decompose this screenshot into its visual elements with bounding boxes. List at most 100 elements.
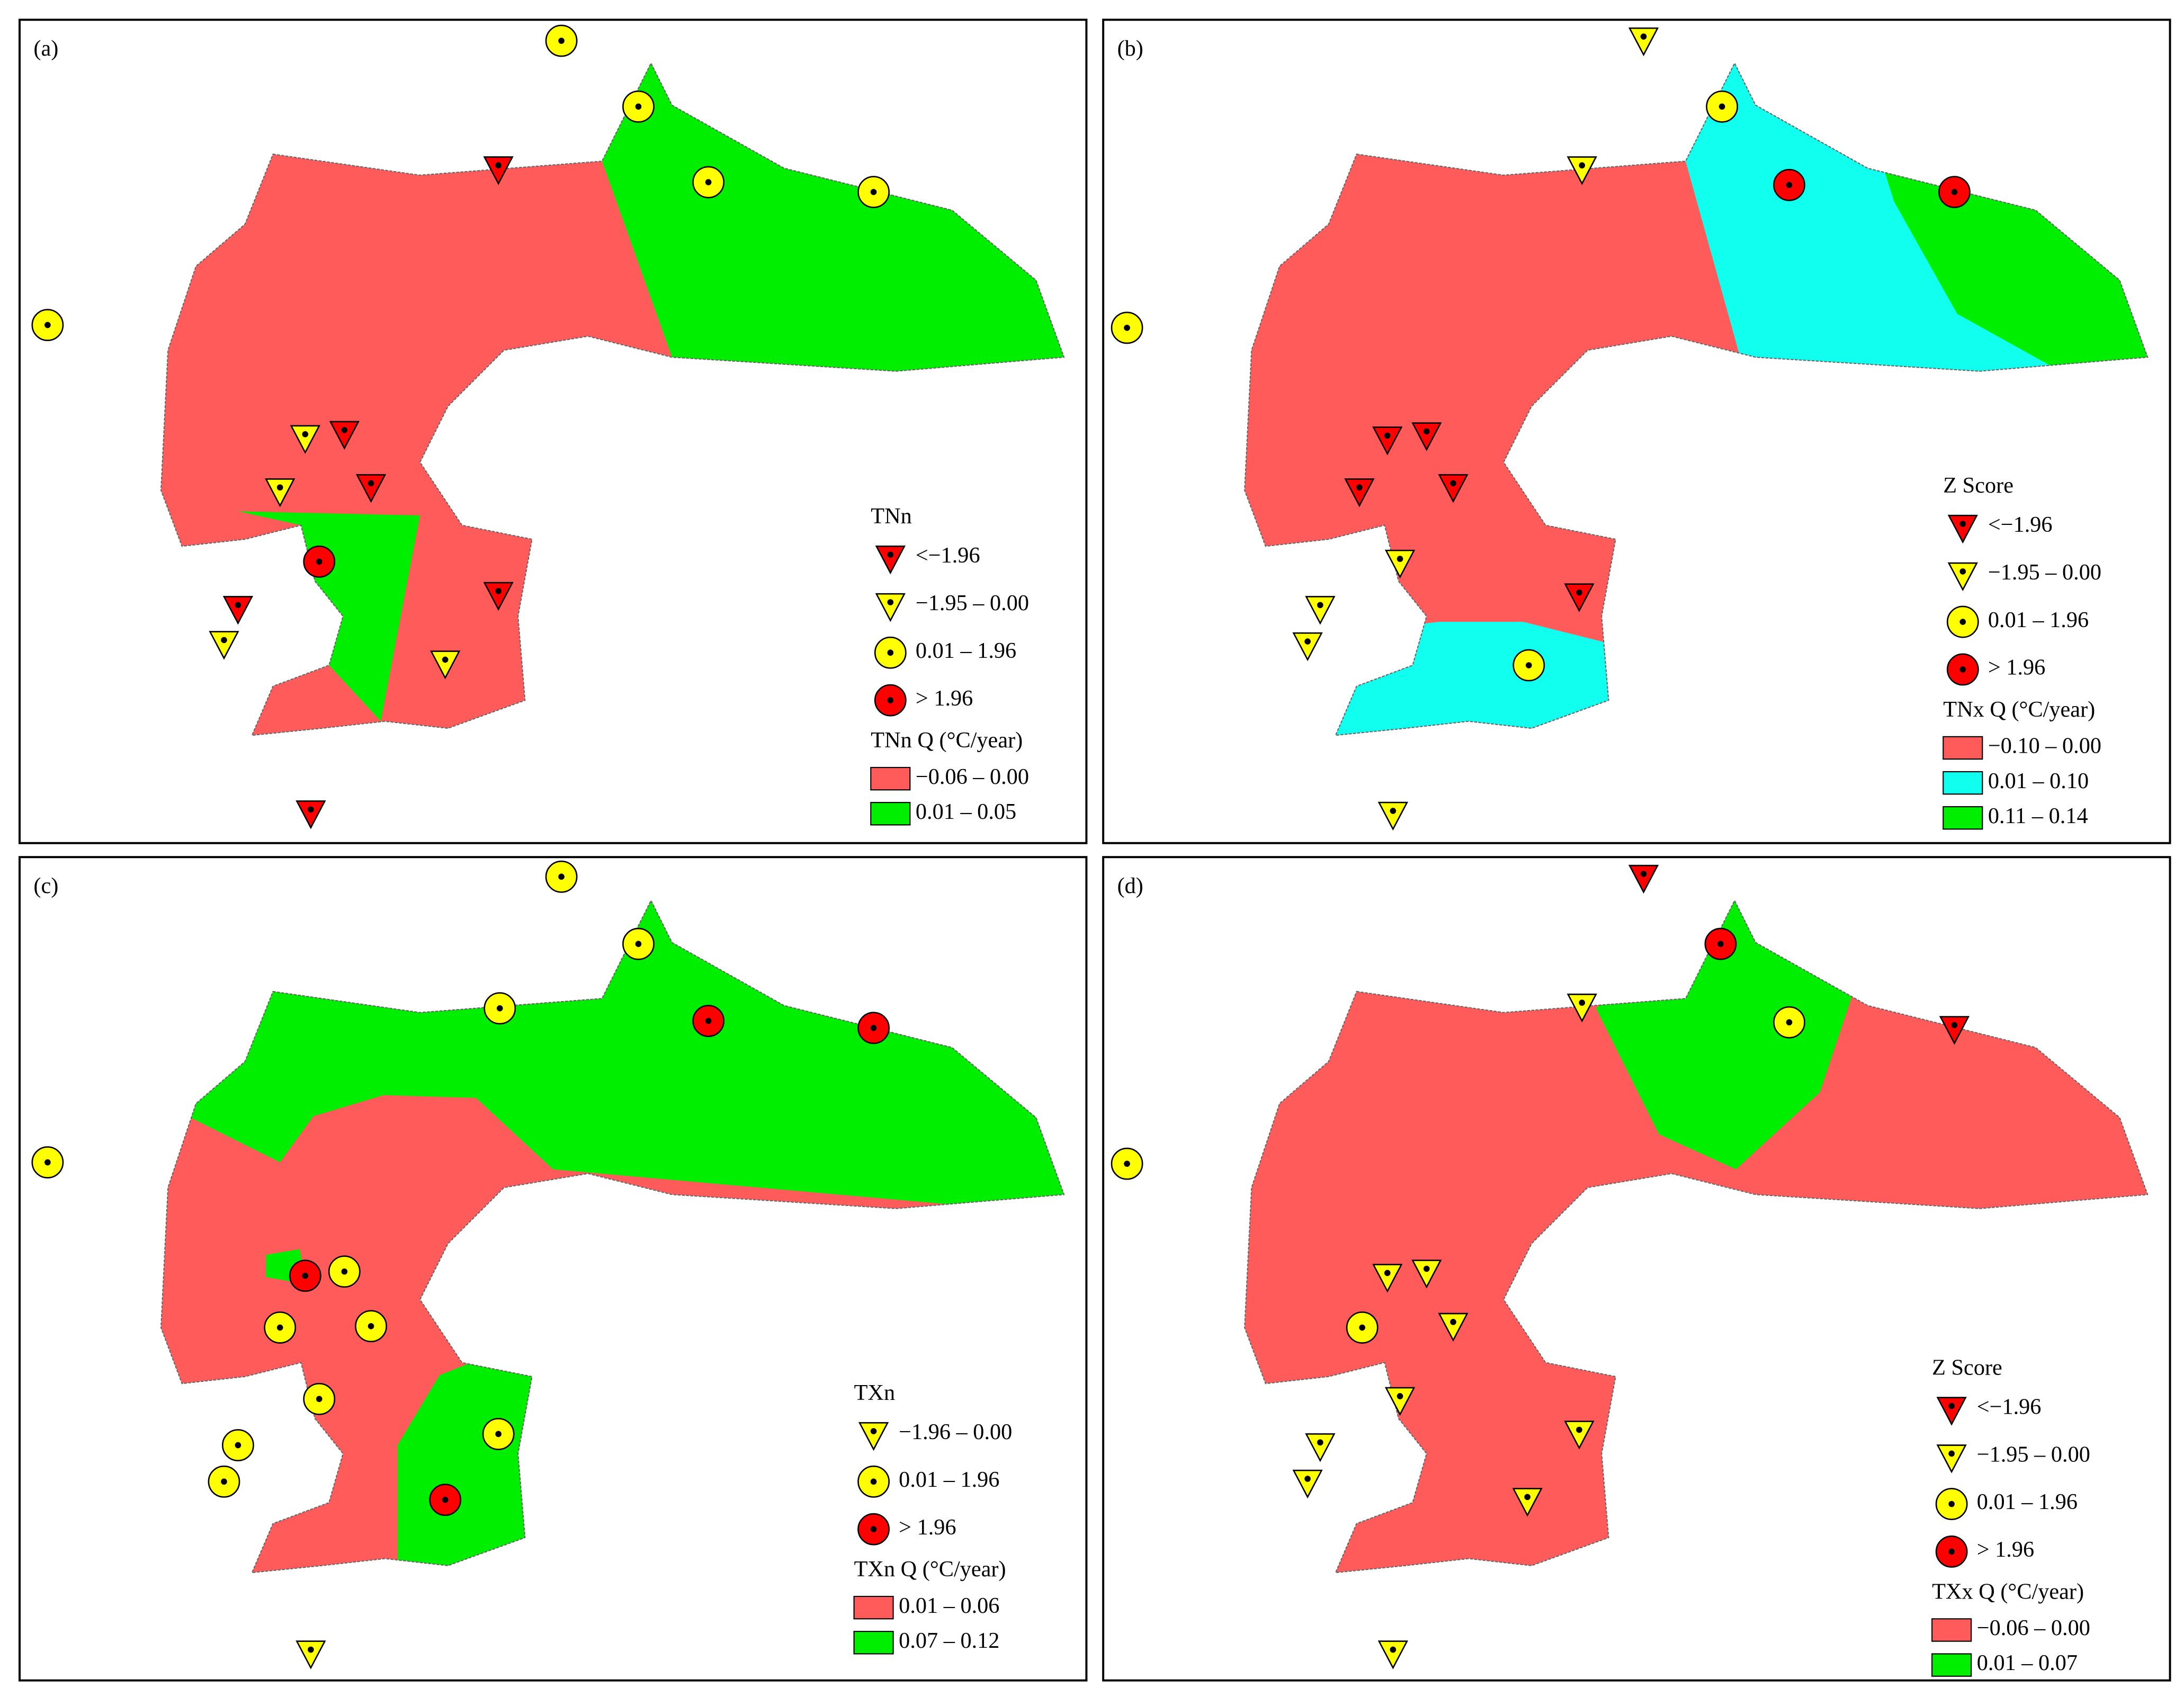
legend-label: −0.06 – 0.00 [916,764,1029,789]
station-marker [430,650,461,680]
station-dot [316,1396,323,1403]
panel-label: (c) [33,873,58,898]
station-dot [1640,33,1647,40]
station-dot [1356,484,1363,491]
station-dot [1948,1548,1955,1555]
map-panel: (b) Z Score <−1.96 −1.95 – 0.00 0.01 – 1.96 >… [1102,19,2171,844]
station-dot [1450,1319,1456,1325]
station-dot [1304,1476,1311,1482]
station-dot [368,1323,374,1329]
station-dot [1424,1265,1430,1272]
station-dot [1640,871,1647,877]
station-marker [1384,549,1416,579]
legend-swatch [870,766,911,791]
station-dot [1450,480,1456,487]
station-dot [887,599,894,605]
station-dot [870,189,877,195]
legend-label: <−1.96 [916,543,980,568]
legend-label: > 1.96 [1977,1537,2034,1562]
legend-label: 0.01 – 1.96 [916,638,1016,663]
region [397,1347,552,1573]
station-dot [1124,325,1130,331]
station-marker [875,545,906,575]
legend-label: 0.01 – 1.96 [1977,1489,2078,1514]
station-dot [1948,1501,1955,1507]
station-dot [442,1496,449,1503]
station-dot [1786,1019,1793,1025]
station-dot [276,1324,283,1331]
station-marker [1411,422,1442,451]
legend-label: −0.10 – 0.00 [1988,734,2101,758]
station-marker [1947,562,1978,592]
region-outline [160,61,1065,736]
legend-label: −1.96 – 0.00 [899,1420,1012,1444]
station-marker [290,425,320,454]
station-dot [1718,103,1725,110]
station-dot [276,484,283,491]
station-dot [1959,568,1966,575]
station-marker [1305,1433,1336,1462]
station-dot [495,1431,502,1438]
station-marker [1438,1313,1469,1342]
station-marker [1564,583,1595,612]
map-panel: (c) TXn−1.96 – 0.00 0.01 – 1.96 > 1.96 TXn Q… [19,856,1088,1682]
station-dot [221,637,227,644]
station-dot [495,162,502,169]
station-dot [887,551,894,558]
station-dot [1959,619,1966,625]
station-dot [1317,1439,1323,1446]
station-marker [355,474,387,503]
station-dot [1959,666,1966,673]
station-marker [1438,474,1469,503]
station-dot [496,1005,503,1012]
station-marker [1377,1640,1408,1670]
legend-title: TNx Q (°C/year) [1943,697,2095,722]
legend-label: > 1.96 [916,686,973,711]
station-dot [1524,1494,1530,1501]
station-dot [1951,189,1958,195]
legend-label: −0.06 – 0.00 [1977,1615,2090,1640]
station-dot [870,1428,877,1434]
station-dot [235,1442,241,1449]
map-panel: (d) Z Score <−1.96 −1.95 – 0.00 0.01 – 1.96 >… [1102,856,2171,1682]
station-marker [1377,801,1408,831]
station-marker [296,1640,326,1670]
station-dot [1576,589,1582,596]
panel-label: (a) [33,36,58,61]
legend-label: 0.01 – 0.07 [1977,1650,2078,1675]
station-marker [1372,1264,1403,1293]
station-dot [1317,602,1323,609]
station-marker [483,582,514,611]
legend-label: 0.11 – 0.14 [1988,804,2088,828]
station-marker [209,631,239,660]
station-dot [341,1268,348,1275]
legend-label: 0.01 – 0.10 [1988,769,2089,793]
station-marker [875,593,906,622]
legend-title: TXx Q (°C/year) [1932,1579,2084,1604]
legend-swatch [1943,736,1983,760]
legend-title: Z Score [1932,1355,2002,1380]
station-marker [1628,27,1659,57]
region [1245,900,2148,1573]
station-dot [1359,1324,1366,1331]
station-dot [1525,662,1532,668]
station-dot [235,602,241,609]
station-marker [1564,1421,1595,1450]
station-marker [1305,596,1336,625]
station-dot [302,1272,309,1279]
station-marker [1567,156,1597,185]
legend-title: Z Score [1943,473,2013,498]
station-marker [265,478,296,507]
station-dot [1390,808,1397,814]
map-panel: (a) TNn<−1.96 −1.95 – 0.00 0.01 – 1.96 > 1.9… [19,19,1088,844]
legend-label: −1.95 – 0.00 [916,591,1029,615]
region-outline [160,899,1065,1574]
legend-label: <−1.96 [1988,512,2053,537]
station-dot [887,649,894,656]
station-dot [1384,432,1391,439]
station-dot [1576,1426,1582,1433]
station-dot [1397,1393,1403,1399]
station-marker [1512,1488,1543,1517]
station-dot [495,588,502,594]
legend-swatch [1931,1653,1972,1677]
